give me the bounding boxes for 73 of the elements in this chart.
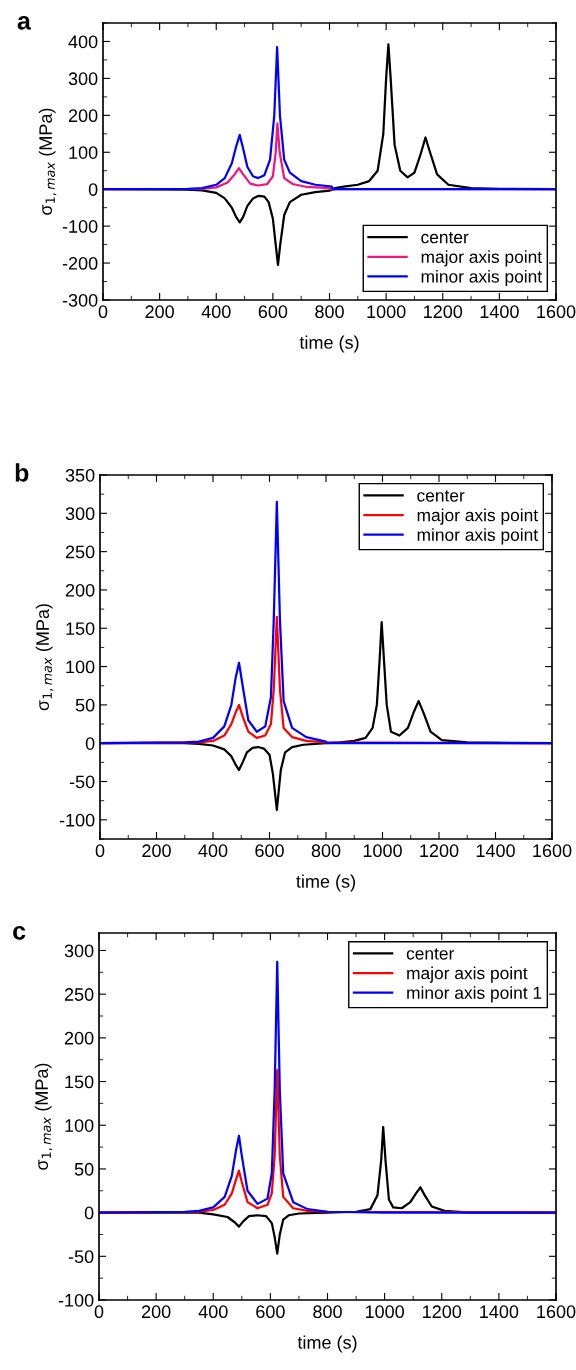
x-tick-label: 1400 xyxy=(480,305,519,319)
y-tick-label: -100 xyxy=(62,220,98,233)
y-tick-label: 300 xyxy=(64,944,94,958)
y-tick-label: 200 xyxy=(68,109,98,123)
y-axis-title: σ$_{1,max}$ (MPa) xyxy=(34,1063,53,1170)
y-tick-label: 250 xyxy=(64,988,94,1001)
y-tick-label: 300 xyxy=(68,72,98,86)
legend-label: center xyxy=(417,490,465,502)
y-tick-label: -300 xyxy=(62,293,98,307)
y-tick-label: 200 xyxy=(65,583,95,597)
x-tick-label: 800 xyxy=(313,1305,342,1319)
legend-label: major axis point xyxy=(407,966,528,983)
line-series xyxy=(100,500,552,745)
chart-title: a xyxy=(17,16,31,30)
x-tick-label: 1600 xyxy=(533,844,572,858)
y-tick-label: 100 xyxy=(66,660,95,674)
x-axis-title: time (s) xyxy=(296,874,355,892)
line-series xyxy=(103,45,556,191)
x-tick-label: 1200 xyxy=(423,1305,462,1319)
y-tick-label: 150 xyxy=(66,622,95,635)
x-tick-label: 600 xyxy=(255,844,284,858)
y-tick-label: 300 xyxy=(65,507,95,521)
y-tick-label: -200 xyxy=(62,257,98,270)
x-axis-title: time (s) xyxy=(297,1335,357,1353)
y-tick-label: 100 xyxy=(69,146,98,159)
y-tick-label: 50 xyxy=(74,1162,94,1176)
x-tick-label: 200 xyxy=(141,1305,171,1319)
x-tick-label: 200 xyxy=(142,844,171,858)
x-tick-label: 1000 xyxy=(367,305,406,319)
y-tick-label: 0 xyxy=(88,183,98,196)
y-tick-label: 0 xyxy=(84,1206,94,1220)
x-tick-label: 1200 xyxy=(420,844,459,858)
x-tick-label: 800 xyxy=(315,305,344,319)
y-tick-label: -50 xyxy=(69,775,95,789)
line-series xyxy=(99,960,556,1214)
y-axis-title: σ$_{1,max}$ (MPa) xyxy=(35,604,54,711)
y-tick-label: 200 xyxy=(64,1031,94,1045)
x-tick-label: 1200 xyxy=(424,305,463,319)
chart-title: c xyxy=(13,926,26,940)
legend-label: center xyxy=(421,231,469,244)
x-tick-label: 200 xyxy=(145,305,174,319)
legend-label: major axis point xyxy=(417,508,538,525)
y-tick-label: 400 xyxy=(68,35,98,49)
y-tick-label: -100 xyxy=(59,813,95,827)
legend-label: center xyxy=(406,948,455,960)
x-tick-label: 400 xyxy=(201,305,231,319)
y-tick-label: -100 xyxy=(58,1293,94,1307)
y-tick-label: 250 xyxy=(65,545,95,559)
y-tick-label: -50 xyxy=(68,1250,94,1264)
x-tick-label: 1600 xyxy=(537,305,576,319)
x-tick-label: 800 xyxy=(311,844,341,858)
x-tick-label: 400 xyxy=(198,1305,228,1319)
y-tick-label: 100 xyxy=(65,1119,94,1132)
x-tick-label: 600 xyxy=(256,1305,285,1319)
x-tick-label: 0 xyxy=(98,305,108,319)
y-axis-title: σ$_{1,max}$ (MPa) xyxy=(38,108,57,215)
y-tick-label: 50 xyxy=(75,698,95,712)
x-tick-label: 1000 xyxy=(363,844,402,858)
x-axis-title: time (s) xyxy=(299,335,359,353)
y-tick-label: 0 xyxy=(85,737,95,750)
x-tick-label: 1400 xyxy=(476,844,515,858)
x-tick-label: 400 xyxy=(198,844,228,858)
x-tick-label: 1600 xyxy=(537,1305,576,1319)
legend-label: minor axis point 1 xyxy=(407,986,542,1003)
legend-label: minor axis point xyxy=(417,528,538,545)
legend-label: minor axis point xyxy=(421,269,542,287)
x-tick-label: 1000 xyxy=(365,1305,404,1319)
x-tick-label: 1400 xyxy=(480,1305,519,1319)
legend-label: major axis point xyxy=(421,250,542,267)
chart-title: b xyxy=(15,463,29,482)
y-tick-label: 150 xyxy=(65,1075,94,1089)
y-tick-label: 350 xyxy=(65,468,95,482)
x-tick-label: 600 xyxy=(258,305,288,319)
